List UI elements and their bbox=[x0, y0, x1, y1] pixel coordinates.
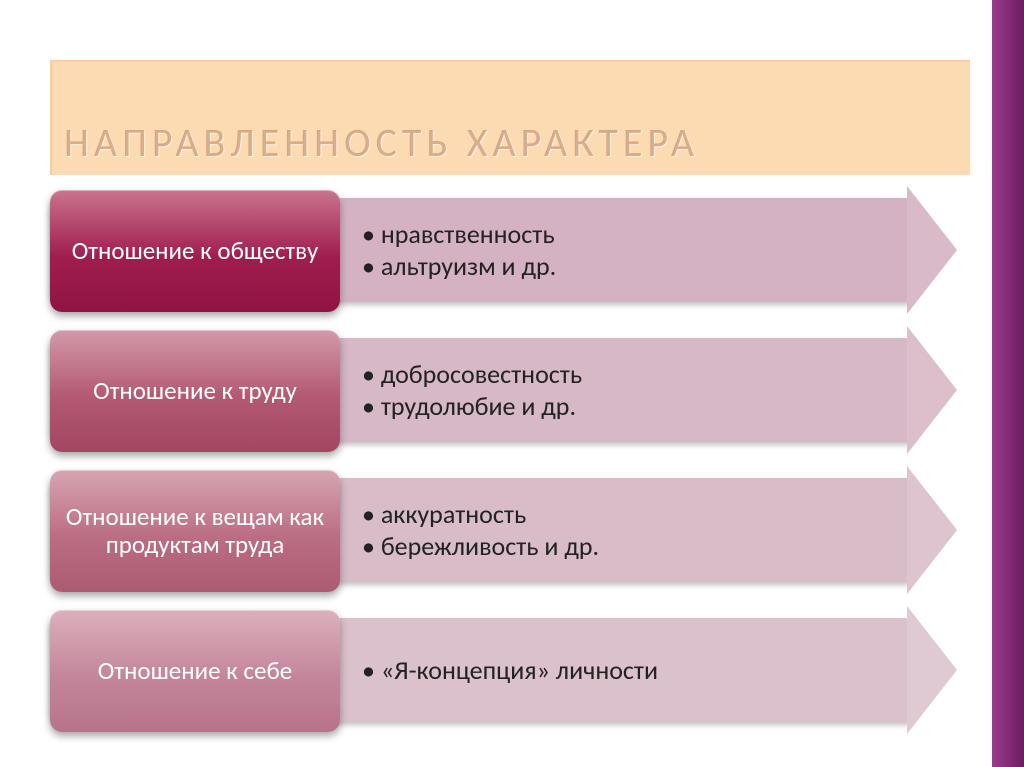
arrow-head-icon bbox=[907, 606, 957, 734]
bullet-item: бережливость и др. bbox=[362, 530, 599, 562]
bullet-item: добросовестность bbox=[362, 358, 582, 390]
title-band: НАПРАВЛЕННОСТЬ ХАРАКТЕРА bbox=[50, 60, 970, 175]
page-title: НАПРАВЛЕННОСТЬ ХАРАКТЕРА bbox=[64, 118, 699, 167]
diagram-row: нравственностьальтруизм и др. Отношение к… bbox=[50, 190, 960, 310]
bullet-list: «Я-концепция» личности bbox=[362, 654, 658, 686]
arrow-head-icon bbox=[907, 466, 957, 594]
category-label: Отношение к труду bbox=[50, 330, 340, 452]
bullet-item: трудолюбие и др. bbox=[362, 390, 582, 422]
bullet-list: аккуратностьбережливость и др. bbox=[362, 498, 599, 562]
side-accent-bar bbox=[992, 0, 1024, 767]
diagram-row: добросовестностьтрудолюбие и др. Отношени… bbox=[50, 330, 960, 450]
bullet-list: нравственностьальтруизм и др. bbox=[362, 218, 556, 282]
bullet-list: добросовестностьтрудолюбие и др. bbox=[362, 358, 582, 422]
bullet-item: нравственность bbox=[362, 218, 556, 250]
arrow-head-icon bbox=[907, 186, 957, 314]
bullet-item: альтруизм и др. bbox=[362, 250, 556, 282]
diagram-row: аккуратностьбережливость и др. Отношение … bbox=[50, 470, 960, 590]
arrow-head-icon bbox=[907, 326, 957, 454]
category-label: Отношение к себе bbox=[50, 610, 340, 732]
bullet-item: «Я-концепция» личности bbox=[362, 654, 658, 686]
bullet-item: аккуратность bbox=[362, 498, 599, 530]
category-label: Отношение к вещам как продуктам труда bbox=[50, 470, 340, 592]
diagram-row: «Я-концепция» личности Отношение к себе bbox=[50, 610, 960, 730]
category-label: Отношение к обществу bbox=[50, 190, 340, 312]
rows-container: нравственностьальтруизм и др. Отношение к… bbox=[50, 190, 960, 750]
